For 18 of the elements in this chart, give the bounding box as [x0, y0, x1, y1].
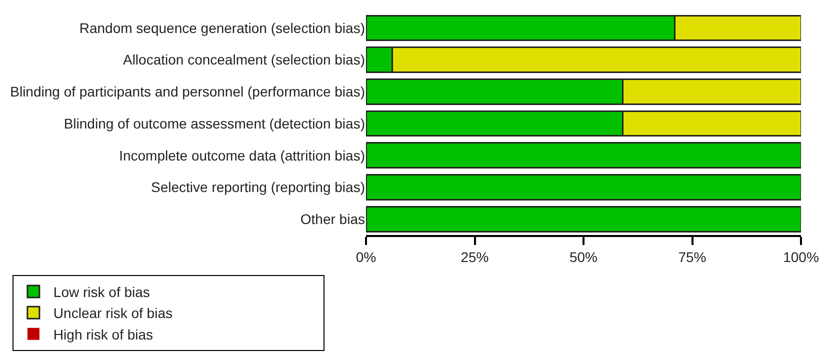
y-tick-label: Allocation concealment (selection bias) — [122, 52, 365, 68]
bar — [366, 142, 801, 169]
x-tick-label: 100% — [783, 248, 819, 265]
y-tick-label: Selective reporting (reporting bias) — [151, 179, 365, 196]
legend-label: Low risk of bias — [53, 284, 150, 300]
legend-label: High risk of bias — [53, 326, 154, 342]
legend-label: Unclear risk of bias — [53, 305, 172, 322]
x-tick-label: 50% — [569, 248, 598, 265]
bar — [366, 174, 801, 200]
y-tick-label: Blinding of participants and personnel (performance bias) — [10, 84, 365, 100]
x-tick-label: 25% — [460, 248, 489, 265]
y-tick-label: Random sequence generation (selection bias) — [79, 20, 365, 36]
y-tick-label: Incomplete outcome data (attrition bias) — [119, 147, 365, 164]
bar — [366, 206, 801, 232]
y-tick-label: Other bias — [300, 211, 365, 228]
y-tick-label: Blinding of outcome assessment (detection bias) — [64, 115, 365, 132]
x-tick-label: 75% — [678, 248, 706, 265]
x-tick-label: 0% — [356, 248, 376, 265]
